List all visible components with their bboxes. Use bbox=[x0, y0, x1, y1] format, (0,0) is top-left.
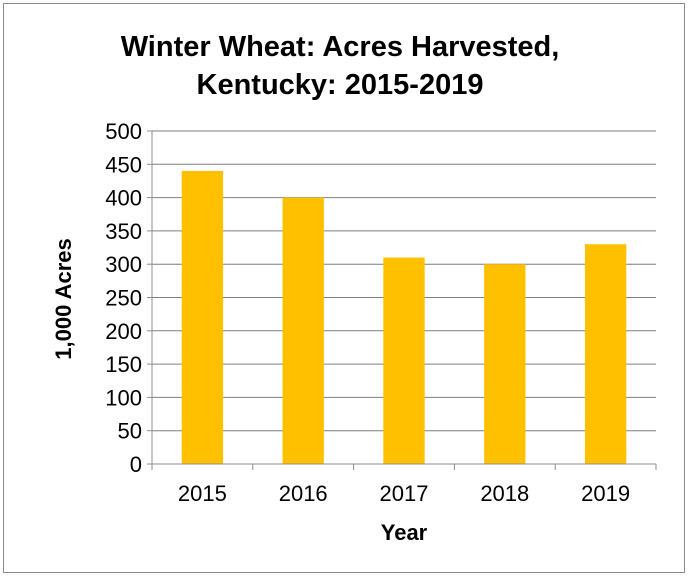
axes bbox=[147, 130, 657, 470]
chart-area: Winter Wheat: Acres Harvested, Kentucky:… bbox=[3, 3, 685, 573]
chart-title-line-1: Winter Wheat: Acres Harvested, bbox=[121, 31, 560, 63]
bar-2018 bbox=[484, 264, 526, 464]
x-tick-label: 2015 bbox=[178, 481, 227, 506]
y-tick-label: 50 bbox=[118, 419, 142, 444]
y-tick-label: 350 bbox=[105, 219, 142, 244]
x-tick-label: 2016 bbox=[279, 481, 328, 506]
y-tick-label: 150 bbox=[105, 352, 142, 377]
bar-2017 bbox=[383, 257, 425, 464]
bar-2016 bbox=[282, 197, 324, 464]
x-tick-label: 2017 bbox=[380, 481, 429, 506]
y-tick-label: 100 bbox=[105, 385, 142, 410]
bars bbox=[181, 170, 627, 464]
bar-chart: Winter Wheat: Acres Harvested, Kentucky:… bbox=[51, 31, 657, 545]
y-tick-label: 500 bbox=[105, 119, 142, 144]
y-tick-label: 450 bbox=[105, 152, 142, 177]
bar-2019 bbox=[584, 244, 627, 464]
y-axis-title: 1,000 Acres bbox=[51, 238, 76, 360]
y-tick-label: 250 bbox=[105, 286, 142, 311]
y-tick-label: 0 bbox=[130, 452, 142, 477]
y-tick-label: 200 bbox=[105, 319, 142, 344]
x-axis-title: Year bbox=[381, 520, 428, 545]
y-tick-label: 400 bbox=[105, 186, 142, 211]
tick-labels: 0 50 100 150 200 250 300 350 400 450 500 2015 2016 20… bbox=[105, 119, 630, 506]
y-tick-label: 300 bbox=[105, 252, 142, 277]
chart-title-line-2: Kentucky: 2015-2019 bbox=[197, 69, 484, 101]
bar-2015 bbox=[181, 170, 224, 464]
x-tick-label: 2018 bbox=[480, 481, 529, 506]
x-tick-label: 2019 bbox=[581, 481, 630, 506]
